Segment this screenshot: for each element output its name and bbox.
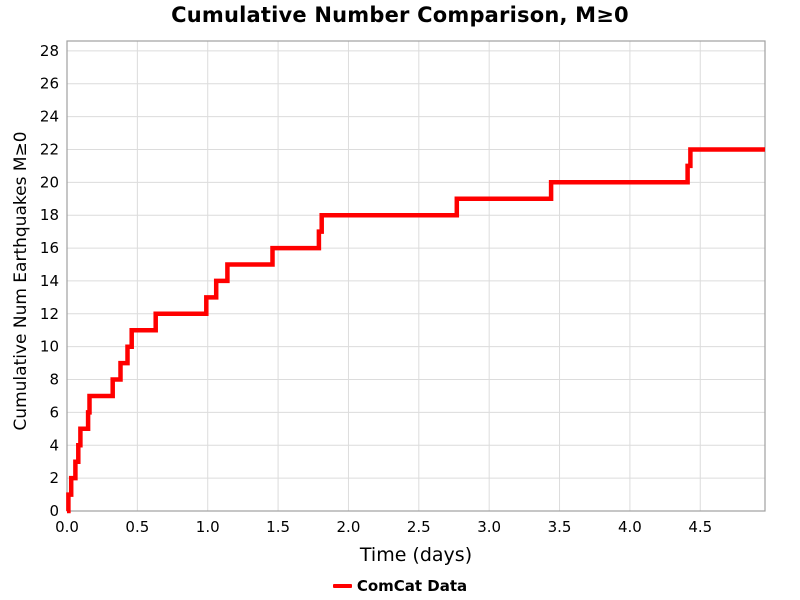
y-tick-label: 2 — [49, 469, 59, 487]
y-tick-label: 8 — [49, 371, 59, 389]
y-tick-label: 10 — [40, 338, 59, 356]
x-tick-label: 3.5 — [548, 518, 572, 536]
legend-label: ComCat Data — [356, 577, 468, 595]
x-tick-label: 2.0 — [337, 518, 361, 536]
x-tick-label: 0.5 — [125, 518, 149, 536]
x-tick-label: 2.5 — [407, 518, 431, 536]
x-tick-label: 1.5 — [266, 518, 290, 536]
y-tick-label: 4 — [49, 436, 59, 454]
y-tick-label: 26 — [40, 75, 59, 93]
y-tick-label: 0 — [49, 502, 59, 520]
legend-line-swatch — [332, 584, 352, 588]
y-axis-label: Cumulative Num Earthquakes M≥0 — [11, 131, 31, 431]
y-tick-label: 12 — [40, 305, 59, 323]
chart-title: Cumulative Number Comparison, M≥0 — [171, 3, 629, 27]
y-tick-label: 22 — [40, 140, 59, 158]
x-tick-label: 0.0 — [55, 518, 79, 536]
y-tick-label: 24 — [40, 108, 59, 126]
x-axis-label: Time (days) — [359, 544, 473, 566]
y-tick-label: 18 — [40, 206, 59, 224]
x-tick-label: 1.0 — [196, 518, 220, 536]
y-tick-label: 28 — [40, 42, 59, 60]
y-tick-label: 16 — [40, 239, 59, 257]
x-tick-label: 4.5 — [688, 518, 712, 536]
x-tick-label: 3.0 — [477, 518, 501, 536]
legend: ComCat Data — [0, 577, 800, 595]
axes-spines — [66, 40, 766, 512]
x-tick-label: 4.0 — [618, 518, 642, 536]
y-tick-label: 6 — [49, 403, 59, 421]
series-line-comcat-data — [66, 147, 765, 514]
y-tick-label: 20 — [40, 173, 59, 191]
y-tick-label: 14 — [40, 272, 59, 290]
